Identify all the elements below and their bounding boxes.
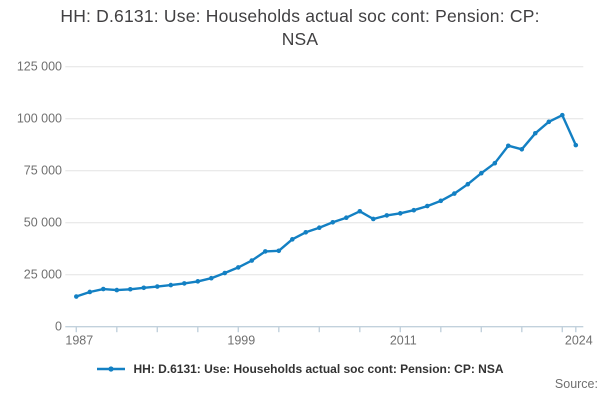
data-point-marker: [236, 265, 241, 270]
data-point-marker: [155, 284, 160, 289]
data-point-marker: [114, 287, 120, 293]
y-axis-tick-label: 100 000: [17, 112, 62, 126]
data-series-line: [75, 113, 577, 298]
data-point-marker: [249, 258, 255, 263]
data-point-marker: [506, 143, 511, 149]
data-point-marker: [222, 270, 228, 276]
chart-legend[interactable]: HH: D.6131: Use: Households actual soc c…: [0, 362, 600, 376]
source-caption: Source:: [554, 377, 598, 391]
data-point-marker: [384, 213, 390, 218]
chart-title-line2: NSA: [281, 29, 319, 49]
data-point-marker: [425, 203, 430, 209]
data-point-marker: [371, 216, 376, 222]
y-axis-tick-label: 25 000: [24, 268, 62, 282]
data-point-marker: [560, 112, 565, 118]
data-point-marker: [533, 130, 538, 136]
legend-series-label: HH: D.6131: Use: Households actual soc c…: [133, 362, 504, 376]
x-axis-tick-label: 1999: [227, 334, 255, 348]
data-point-marker: [573, 142, 579, 148]
y-axis-tick-label: 75 000: [24, 164, 62, 178]
data-point-marker: [141, 285, 147, 291]
y-axis-tick-label: 50 000: [24, 216, 62, 230]
data-point-marker: [74, 294, 79, 299]
data-point-marker: [87, 289, 93, 295]
data-point-marker: [101, 286, 106, 292]
legend-line-marker-icon: [97, 366, 126, 372]
data-point-marker: [290, 237, 295, 242]
data-point-marker: [465, 181, 471, 187]
y-axis-tick-label: 0: [55, 320, 62, 334]
y-axis-tick-label: 125 000: [17, 60, 62, 74]
data-point-marker: [182, 281, 187, 286]
data-point-marker: [209, 275, 214, 281]
data-point-marker: [128, 286, 133, 292]
data-point-marker: [398, 211, 403, 216]
data-point-marker: [546, 119, 552, 125]
data-point-marker: [411, 207, 417, 213]
data-point-marker: [519, 146, 525, 152]
x-axis-tick-label: 2024: [565, 334, 593, 348]
data-point-marker: [492, 160, 498, 166]
data-point-marker: [168, 282, 174, 288]
data-point-marker: [330, 219, 336, 225]
data-point-marker: [195, 279, 201, 284]
data-point-marker: [479, 170, 484, 176]
x-axis-tick-label: 1987: [65, 334, 93, 348]
data-point-marker: [263, 249, 268, 254]
data-point-marker: [317, 225, 322, 230]
data-point-marker: [438, 198, 444, 204]
data-point-marker: [452, 191, 457, 196]
x-axis-tick-label: 2011: [390, 334, 417, 348]
data-point-marker: [276, 248, 282, 254]
chart-title-line1: HH: D.6131: Use: Households actual soc c…: [60, 6, 540, 26]
data-point-marker: [357, 208, 363, 214]
data-point-marker: [303, 229, 309, 235]
chart-title: HH: D.6131: Use: Households actual soc c…: [30, 5, 570, 51]
data-point-marker: [344, 215, 349, 221]
